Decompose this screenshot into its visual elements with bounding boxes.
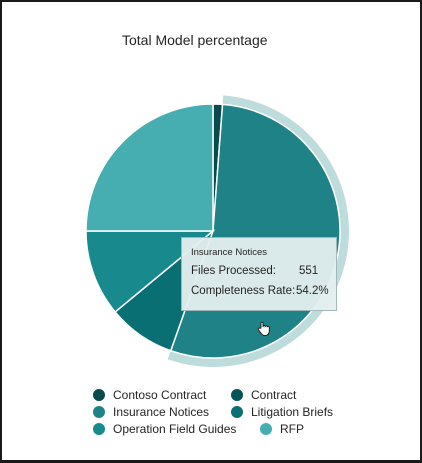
legend-marker	[231, 389, 243, 401]
tooltip-rate-label: Completeness Rate:	[191, 285, 296, 297]
legend-marker	[260, 423, 272, 435]
legend-item-contoso-contract[interactable]: Contoso Contract	[93, 387, 206, 403]
tooltip-files-label: Files Processed:	[191, 265, 277, 277]
tooltip: Insurance Notices Files Processed: 551 C…	[181, 237, 337, 311]
chart-title: Total Model percentage	[122, 32, 268, 48]
tooltip-title: Insurance Notices	[191, 247, 268, 258]
legend-label: Contract	[251, 388, 297, 402]
legend-label: RFP	[280, 422, 304, 436]
legend-label: Litigation Briefs	[251, 405, 334, 419]
legend-marker	[93, 389, 105, 401]
legend-item-insurance-notices[interactable]: Insurance Notices	[93, 404, 209, 420]
legend-item-contract[interactable]: Contract	[231, 387, 296, 403]
pie-slice-rfp[interactable]	[85, 103, 214, 232]
legend-marker	[93, 406, 105, 418]
tooltip-rate-value: 54.2%	[296, 285, 329, 297]
tooltip-files-value: 551	[299, 265, 319, 277]
legend-label: Insurance Notices	[113, 405, 210, 419]
legend-item-operation-field-guides[interactable]: Operation Field Guides	[93, 421, 236, 437]
tooltip-rate-row: Completeness Rate: 54.2%	[191, 285, 329, 297]
legend-marker	[231, 406, 243, 418]
legend-label: Operation Field Guides	[113, 422, 237, 436]
legend-label: Contoso Contract	[113, 388, 207, 402]
legend-item-rfp[interactable]: RFP	[260, 421, 304, 437]
legend-marker	[93, 423, 105, 435]
tooltip-files-row: Files Processed: 551	[191, 265, 318, 277]
hand-cursor-icon	[257, 321, 270, 337]
legend-item-litigation-briefs[interactable]: Litigation Briefs	[231, 404, 333, 420]
